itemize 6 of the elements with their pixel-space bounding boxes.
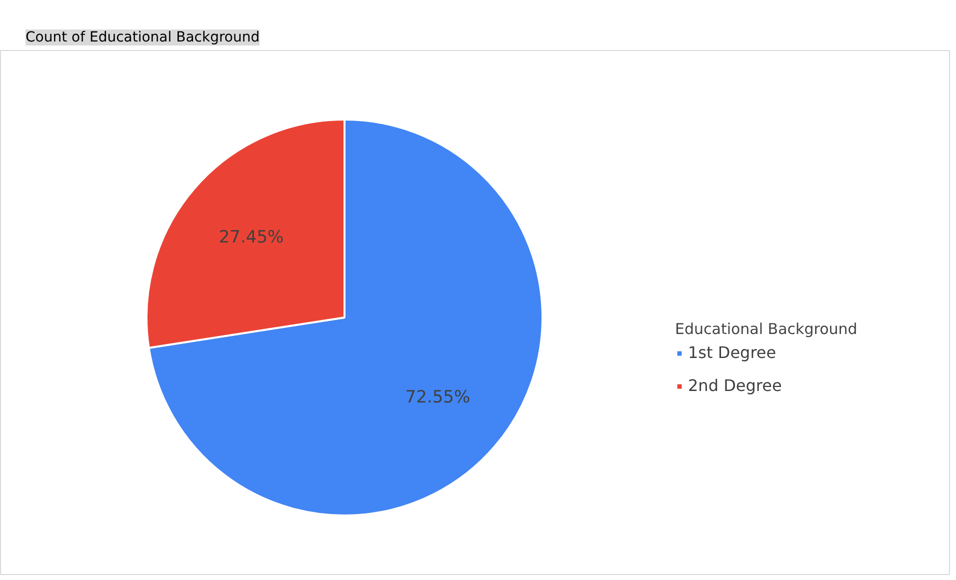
chart-title: Count of Educational Background — [26, 30, 260, 46]
data-label: 27.45% — [218, 228, 284, 248]
legend-label: 1st Degree — [688, 343, 776, 362]
data-label: 72.55% — [405, 387, 470, 408]
legend-label: 2nd Degree — [688, 376, 782, 395]
legend-title: Educational Background — [675, 320, 858, 338]
